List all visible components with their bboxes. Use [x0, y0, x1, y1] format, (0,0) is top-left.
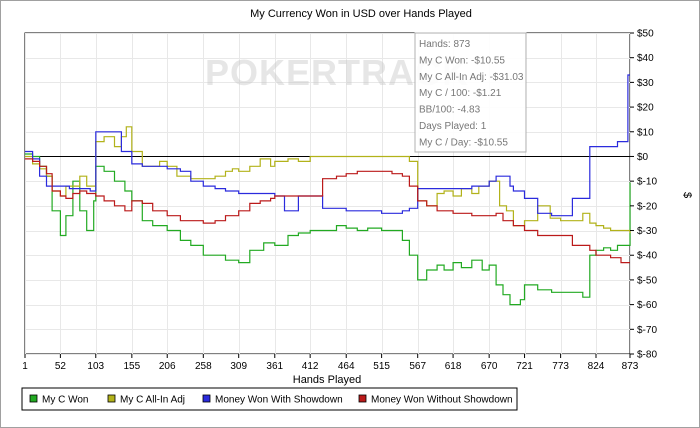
tooltip-line-3: My C / 100: -$1.21	[419, 88, 502, 99]
y-tick-label-7: $-20	[637, 201, 657, 212]
x-tick-label-1: 52	[55, 361, 67, 372]
x-tick-label-17: 873	[622, 361, 639, 372]
x-tick-label-6: 309	[230, 361, 247, 372]
series-line-3	[25, 158, 630, 264]
legend-box	[21, 387, 518, 411]
y-tick-label-6: $-10	[637, 177, 657, 188]
x-tick-label-7: 361	[266, 361, 283, 372]
legend-swatch-1	[107, 394, 116, 403]
legend-label-0: My C Won	[42, 395, 89, 406]
tooltip: Hands: 873 My C Won: -$10.55 My C All-In A…	[414, 32, 527, 153]
plot-border	[24, 32, 631, 355]
tooltip-line-6: My C / Day: -$10.55	[419, 137, 508, 148]
chart-title: My Currency Won in USD over Hands Played	[250, 8, 472, 20]
series-line-0	[25, 153, 631, 306]
y-tick-label-8: $-30	[637, 226, 657, 237]
x-tick-label-3: 155	[124, 361, 141, 372]
tooltip-line-4: BB/100: -4.83	[419, 105, 481, 116]
legend-swatch-3	[358, 394, 367, 403]
x-tick-label-5: 258	[195, 361, 212, 372]
y-tick-label-1: $40	[637, 53, 654, 64]
x-tick-label-8: 412	[302, 361, 319, 372]
legend-swatch-0	[29, 394, 38, 403]
series-group	[25, 74, 631, 306]
y-tick-label-9: $-40	[637, 251, 657, 262]
y-tick-label-3: $20	[637, 103, 654, 114]
x-tick-label-10: 515	[373, 361, 390, 372]
x-tick-label-15: 773	[552, 361, 569, 372]
x-tick-label-12: 618	[445, 361, 462, 372]
tooltip-box	[414, 32, 527, 153]
tooltip-line-5: Days Played: 1	[419, 121, 487, 132]
y-tick-label-12: $-70	[637, 325, 657, 336]
plot-area	[24, 32, 631, 355]
x-axis-title: Hands Played	[293, 374, 362, 386]
y-tick-label-13: $-80	[637, 350, 657, 361]
legend-label-1: My C All-In Adj	[120, 395, 185, 406]
y-tick-label-2: $30	[637, 78, 654, 89]
x-tick-label-0: 1	[22, 361, 28, 372]
y-tick-label-4: $10	[637, 127, 654, 138]
y-tick-label-5: $0	[637, 152, 649, 163]
x-tick-label-4: 206	[159, 361, 176, 372]
y-tick-label-10: $-50	[637, 275, 657, 286]
legend: My C Won My C All-In Adj Money Won With Sh…	[21, 387, 518, 411]
series-line-2	[25, 74, 630, 217]
y-tick-label-11: $-60	[637, 300, 657, 311]
x-axis: 1 52 103 155 206 258 309 361 412 464 515 567 618 670 7…	[22, 354, 639, 372]
tooltip-line-0: Hands: 873	[419, 39, 471, 50]
y-axis: $50 $40 $30 $20 $10 $0 $-10 $-20 $-30 $-40 $-50 $-6…	[630, 29, 657, 361]
x-tick-label-11: 567	[409, 361, 426, 372]
x-tick-label-14: 721	[516, 361, 533, 372]
legend-label-2: Money Won With Showdown	[215, 395, 343, 406]
y-axis-title: $	[681, 192, 693, 198]
tooltip-line-2: My C All-In Adj: -$31.03	[419, 72, 524, 83]
x-tick-label-9: 464	[338, 361, 355, 372]
series-line-1	[25, 126, 631, 234]
tooltip-line-1: My C Won: -$10.55	[419, 55, 505, 66]
x-tick-label-13: 670	[481, 361, 498, 372]
y-tick-label-0: $50	[637, 29, 654, 40]
legend-swatch-2	[202, 394, 211, 403]
legend-label-3: Money Won Without Showdown	[371, 395, 513, 406]
x-tick-label-16: 824	[588, 361, 605, 372]
x-tick-label-2: 103	[87, 361, 104, 372]
